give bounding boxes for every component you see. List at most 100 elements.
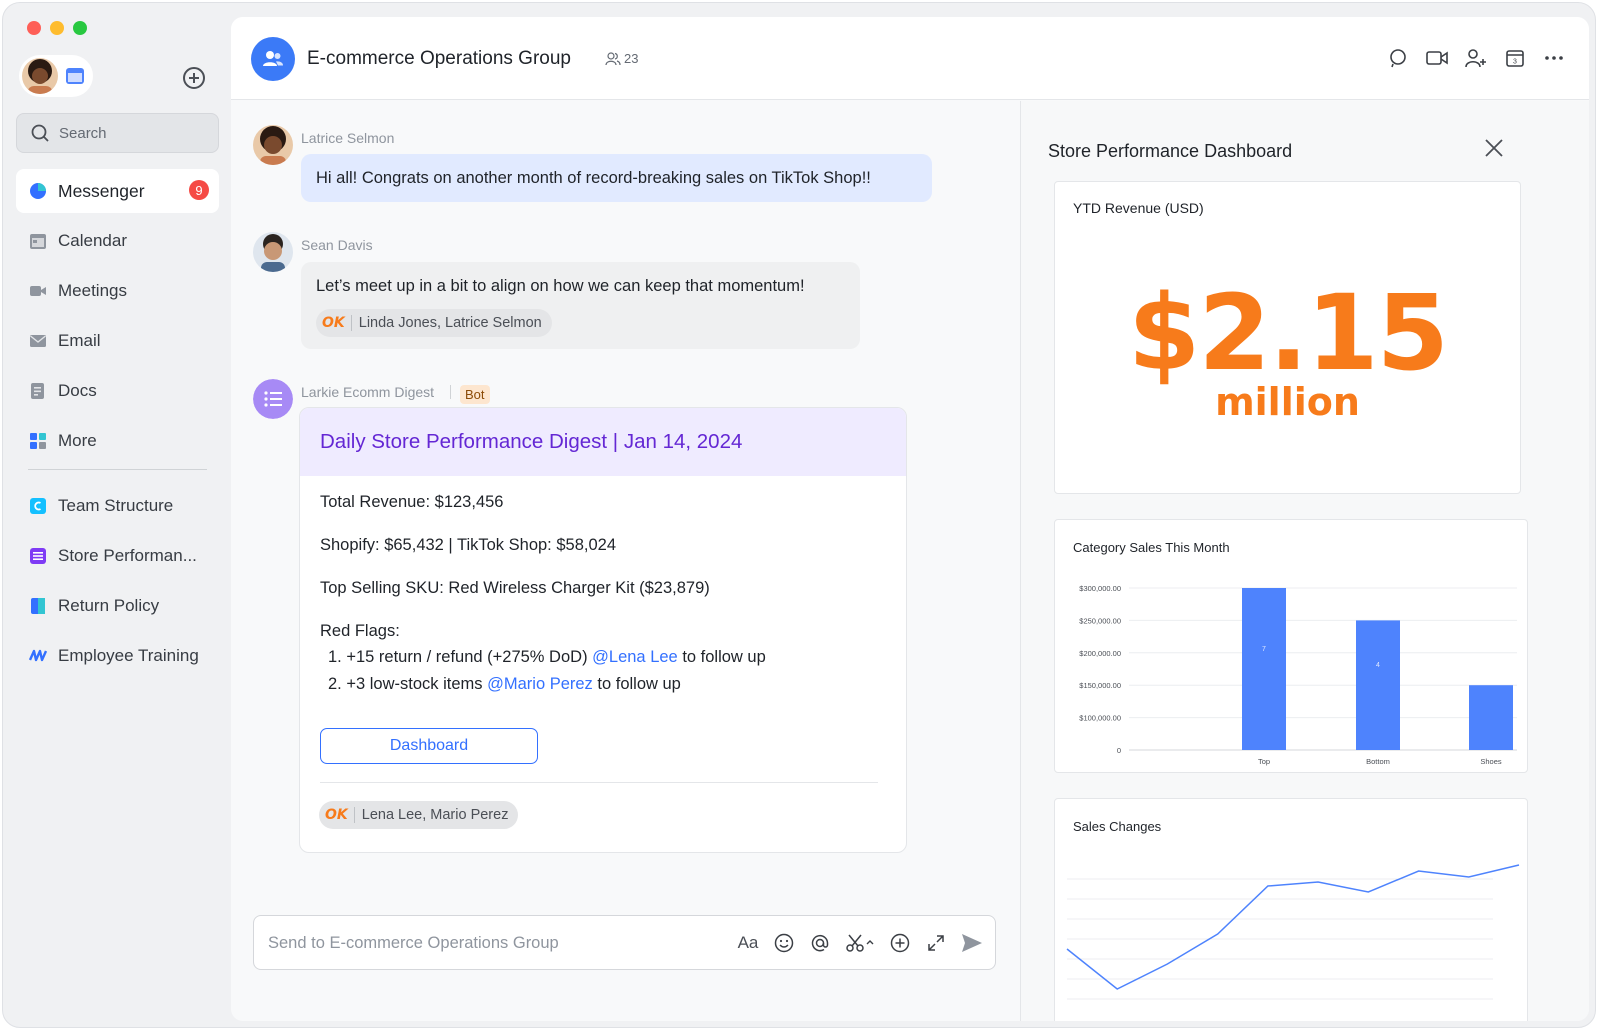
member-count[interactable]: 23 [605, 51, 638, 66]
sidebar-item-docs[interactable]: Docs [16, 369, 219, 413]
message-sender[interactable]: Larkie Ecomm Digest [301, 384, 435, 400]
bar[interactable] [1469, 685, 1513, 750]
sales-changes-tile[interactable]: Sales Changes [1054, 798, 1528, 1021]
tile-title: Category Sales This Month [1073, 540, 1230, 555]
search-icon [31, 124, 49, 142]
reaction-chip[interactable]: OK Lena Lee, Mario Perez [319, 801, 519, 829]
x-tick-label: Top [1258, 757, 1270, 766]
avatar[interactable] [253, 232, 293, 272]
total-revenue: Total Revenue: $123,456 [320, 493, 504, 511]
y-tick-label: 0 [1117, 746, 1121, 755]
search-label: Search [59, 124, 107, 142]
send-button[interactable] [961, 931, 983, 955]
docs-icon [31, 383, 44, 399]
app-grid-icon [30, 433, 46, 449]
dashboard-button[interactable]: Dashboard [320, 728, 538, 764]
panel-title: Store Performance Dashboard [1048, 141, 1293, 161]
x-tick-label: Shoes [1480, 757, 1502, 766]
category-sales-tile[interactable]: Category Sales This Month 0 $100,000.00 $1… [1054, 519, 1528, 773]
sidebar-item-label: More [58, 431, 97, 450]
sidebar-item-label: Meetings [58, 281, 127, 300]
sidebar-item-more[interactable]: More [16, 419, 219, 463]
calendar-status-icon [66, 68, 84, 84]
message-bubble[interactable]: Hi all! Congrats on another month of rec… [301, 154, 932, 202]
bot-avatar[interactable] [253, 379, 293, 419]
sidebar-item-return-policy[interactable]: Return Policy [16, 584, 219, 628]
unread-badge: 9 [189, 180, 209, 200]
avatar[interactable] [253, 125, 293, 165]
mention-link[interactable]: @Mario Perez [487, 675, 593, 693]
bar-data-label: 7 [1262, 646, 1266, 653]
sidebar-item-meetings[interactable]: Meetings [16, 269, 219, 313]
more-options-button[interactable] [1543, 47, 1565, 69]
close-icon[interactable] [1483, 137, 1505, 159]
flag-suffix: to follow up [677, 648, 766, 666]
red-flag-item: 2. +3 low-stock items @Mario Perez to fo… [320, 671, 886, 698]
sidebar-item-label: Docs [58, 381, 97, 400]
sidebar-item-employee-training[interactable]: Employee Training [16, 634, 219, 678]
create-plus-icon[interactable] [183, 67, 205, 89]
composer-toolbar: Aa [737, 931, 983, 955]
sidebar-item-calendar[interactable]: Calendar [16, 219, 219, 263]
reaction-chip[interactable]: OK Linda Jones, Latrice Selmon [316, 309, 552, 337]
card-title: Daily Store Performance Digest | Jan 14,… [300, 408, 906, 476]
screenshot-button[interactable] [845, 931, 875, 955]
profile-switcher[interactable] [19, 55, 93, 97]
sidebar-divider [28, 469, 207, 470]
group-icon [263, 51, 283, 66]
calendar-icon: 3 [1506, 50, 1524, 67]
flag-suffix: to follow up [592, 675, 681, 693]
bot-tag: Bot [460, 385, 490, 404]
ellipsis-icon [1545, 56, 1563, 60]
sales-changes-chart [1066, 864, 1520, 1000]
message-input[interactable] [268, 930, 698, 956]
add-user-icon [1465, 49, 1486, 68]
message-list: Latrice Selmon Hi all! Congrats on anoth… [231, 101, 1021, 1021]
message-sender[interactable]: Sean Davis [301, 237, 373, 253]
group-calendar-button[interactable]: 3 [1504, 47, 1526, 69]
sidebar-item-messenger[interactable]: Messenger 9 [16, 169, 219, 213]
minimize-window-button[interactable] [50, 21, 64, 35]
scissors-icon [846, 934, 874, 952]
sidebar-item-email[interactable]: Email [16, 319, 219, 363]
search-box[interactable]: Search [16, 113, 219, 153]
main-area: E-commerce Operations Group 23 3 [231, 17, 1589, 1021]
envelope-icon [30, 335, 46, 347]
message-sender[interactable]: Latrice Selmon [301, 130, 395, 146]
ytd-revenue-value: $2.15 [1128, 272, 1449, 394]
mention-link[interactable]: @Lena Lee [592, 648, 678, 666]
reaction-users: Lena Lee, Mario Perez [361, 807, 509, 823]
sales-line[interactable] [1066, 864, 1520, 990]
bar-data-label: 4 [1376, 662, 1380, 669]
user-avatar [22, 58, 58, 94]
chat-title[interactable]: E-commerce Operations Group [307, 48, 571, 69]
close-window-button[interactable] [27, 21, 41, 35]
sidebar-item-team-structure[interactable]: Team Structure [16, 484, 219, 528]
tile-title: Sales Changes [1073, 819, 1162, 834]
text-format-button[interactable]: Aa [737, 931, 759, 955]
sidebar-nav: Messenger 9 Calendar Meetings Email Docs [16, 169, 219, 684]
add-member-button[interactable] [1465, 47, 1487, 69]
emoji-button[interactable] [773, 931, 795, 955]
doc-icon [31, 598, 45, 614]
bar[interactable] [1242, 588, 1286, 750]
mention-button[interactable] [809, 931, 831, 955]
maximize-window-button[interactable] [73, 21, 87, 35]
reaction-users: Linda Jones, Latrice Selmon [358, 315, 542, 331]
red-flag-item: 1. +15 return / refund (+275% DoD) @Lena… [320, 644, 886, 671]
group-avatar[interactable] [251, 37, 295, 81]
video-call-button[interactable] [1426, 47, 1448, 69]
tile-title: YTD Revenue (USD) [1073, 200, 1204, 216]
header-toolbar: 3 [1387, 47, 1565, 69]
bar[interactable] [1356, 620, 1400, 750]
ytd-revenue-tile[interactable]: YTD Revenue (USD) $2.15 million [1054, 181, 1521, 494]
video-camera-icon [30, 286, 46, 296]
attach-plus-button[interactable] [889, 931, 911, 955]
ok-reaction-icon: OK [325, 807, 355, 823]
send-icon [962, 934, 982, 952]
expand-composer-button[interactable] [925, 931, 947, 955]
sidebar-item-store-performance[interactable]: Store Performan... [16, 534, 219, 578]
red-flags-label: Red Flags: [320, 622, 400, 640]
chat-search-button[interactable] [1387, 47, 1409, 69]
ytd-revenue-unit: million [1215, 380, 1360, 424]
